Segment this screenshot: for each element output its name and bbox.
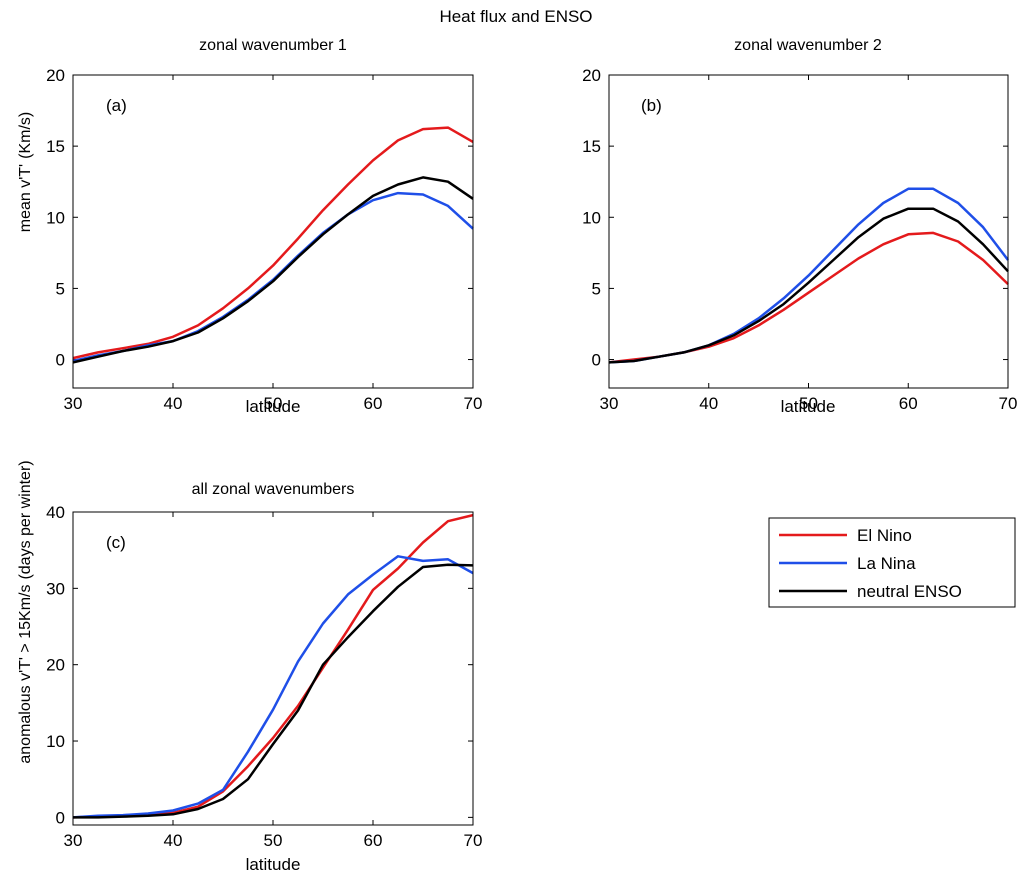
- panel-b-xtick-label-40: 40: [699, 394, 718, 413]
- panel-c-label: (c): [106, 533, 126, 552]
- panel-c-xtick-label-70: 70: [464, 831, 483, 850]
- legend: El Nino La Nina neutral ENSO: [768, 517, 1016, 608]
- legend-label-la-nina: La Nina: [857, 554, 916, 573]
- panel-b: zonal wavenumber 2 (b) latitude 30 40 50 60…: [582, 37, 1017, 416]
- panel-b-ytick-label-20: 20: [582, 66, 601, 85]
- panel-b-ytick-label-15: 15: [582, 137, 601, 156]
- panel-c-ytick-label-10: 10: [46, 732, 65, 751]
- panel-a-ylabel-unit: (Km/s): [17, 112, 34, 159]
- legend-label-el-nino: El Nino: [857, 526, 912, 545]
- panel-c-ylabel: anomalous v'T' > 15Km/s (days per winter): [17, 460, 34, 763]
- panel-a-label: (a): [106, 96, 127, 115]
- panel-a-xtick-label-30: 30: [64, 394, 83, 413]
- figure-title: Heat flux and ENSO: [439, 7, 592, 26]
- panel-c-xtick-label-50: 50: [264, 831, 283, 850]
- panel-c-series-el-nino: [72, 513, 474, 819]
- panel-a-title: zonal wavenumber 1: [199, 37, 347, 54]
- panel-b-xtick-label-60: 60: [899, 394, 918, 413]
- panel-b-series-la-nina: [608, 187, 1009, 364]
- panel-a-series-la-nina: [72, 191, 474, 363]
- panel-c: all zonal wavenumbers (c) latitude anoma…: [17, 460, 482, 874]
- panel-c-xtick-label-60: 60: [364, 831, 383, 850]
- panel-a-ytick-label-5: 5: [56, 279, 65, 298]
- panel-c-series-neutral-enso: [73, 563, 474, 819]
- panel-a-ytick-label-0: 0: [56, 351, 65, 370]
- panel-b-xtick-label-50: 50: [799, 394, 818, 413]
- panel-b-ticks: 30 40 50 60 70 0 5 10 15 20: [582, 66, 1017, 413]
- panel-b-xlabel: latitude: [781, 397, 836, 416]
- panel-a-ylabel: mean v'T' (Km/s): [17, 112, 34, 232]
- panel-a-xtick-label-50: 50: [264, 394, 283, 413]
- panel-b-label: (b): [641, 96, 662, 115]
- panel-b-ytick-label-10: 10: [582, 208, 601, 227]
- panel-a-series-el-nino: [72, 126, 474, 360]
- panel-b-xtick-label-30: 30: [600, 394, 619, 413]
- panel-c-ylabel-main: anomalous v'T' > 15Km/s: [17, 585, 34, 764]
- panel-a-axes-frame: [72, 74, 474, 389]
- panel-a-ytick-label-20: 20: [46, 66, 65, 85]
- panel-b-ytick-label-0: 0: [592, 351, 601, 370]
- panel-c-ticks: 30 40 50 60 70 0 10 20 30 40: [46, 503, 482, 850]
- panel-c-series-la-nina: [72, 555, 474, 819]
- panel-c-ytick-label-20: 20: [46, 656, 65, 675]
- panel-b-axes-frame: [608, 74, 1009, 389]
- panel-b-title: zonal wavenumber 2: [734, 37, 882, 54]
- panel-c-xlabel: latitude: [246, 855, 301, 874]
- legend-entry-neutral-enso: neutral ENSO: [779, 582, 962, 601]
- panel-a-ylabel-main: mean v'T': [17, 164, 34, 232]
- panel-c-lines: [72, 513, 474, 819]
- legend-label-neutral-enso: neutral ENSO: [857, 582, 962, 601]
- panel-a-series-neutral-enso: [72, 176, 474, 364]
- panel-a-lines: [72, 126, 474, 364]
- legend-entry-el-nino: El Nino: [779, 526, 912, 545]
- panel-a-ytick-label-15: 15: [46, 137, 65, 156]
- panel-b-series-el-nino: [608, 231, 1009, 364]
- panel-a-ticks: 30 40 50 60 70 0 5 10 15 20: [46, 66, 482, 413]
- panel-c-ytick-label-40: 40: [46, 503, 65, 522]
- panel-b-series-neutral-enso: [608, 207, 1009, 364]
- panel-a-xtick-label-70: 70: [464, 394, 483, 413]
- panel-c-title: all zonal wavenumbers: [192, 481, 355, 498]
- panel-b-lines: [608, 187, 1009, 364]
- panel-a-xlabel: latitude: [246, 397, 301, 416]
- panel-c-axes-frame: [72, 511, 474, 826]
- panel-a: zonal wavenumber 1 (a) latitude mean v'T…: [17, 37, 482, 416]
- panel-a-ytick-label-10: 10: [46, 208, 65, 227]
- panel-b-ytick-label-5: 5: [592, 279, 601, 298]
- panel-a-xtick-label-40: 40: [164, 394, 183, 413]
- panel-c-ytick-label-0: 0: [56, 808, 65, 827]
- panel-c-ylabel-unit: (days per winter): [17, 460, 34, 579]
- panel-a-xtick-label-60: 60: [364, 394, 383, 413]
- panel-c-xtick-label-30: 30: [64, 831, 83, 850]
- panel-c-ytick-label-30: 30: [46, 579, 65, 598]
- panel-b-xtick-label-70: 70: [999, 394, 1018, 413]
- panel-c-xtick-label-40: 40: [164, 831, 183, 850]
- legend-entry-la-nina: La Nina: [779, 554, 916, 573]
